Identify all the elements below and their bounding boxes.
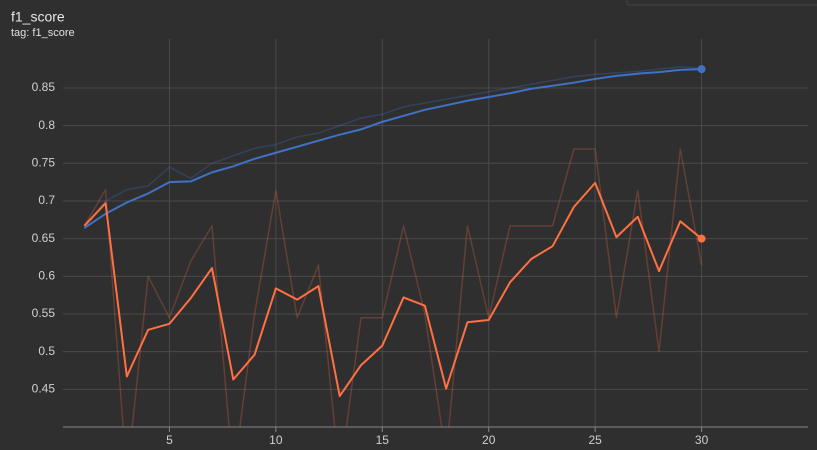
series-line xyxy=(83,148,703,427)
x-tick-label: 25 xyxy=(588,433,602,447)
y-tick-label: 0.5 xyxy=(38,344,55,358)
endpoint xyxy=(697,234,706,243)
series-line xyxy=(83,68,702,229)
series-line xyxy=(83,66,702,229)
x-tick-label: 30 xyxy=(695,433,709,447)
chart-subtitle: tag: f1_score xyxy=(11,27,75,39)
y-tick-label: 0.7 xyxy=(38,193,55,207)
panel-edge xyxy=(626,0,817,6)
y-tick-label: 0.6 xyxy=(38,268,55,282)
x-tick-label: 15 xyxy=(376,433,390,447)
x-tick-label: 20 xyxy=(482,433,496,447)
x-tick-label: 10 xyxy=(269,433,283,447)
y-tick-label: 0.45 xyxy=(32,382,56,396)
chart-title: f1_score xyxy=(11,9,65,25)
y-tick-label: 0.85 xyxy=(32,80,56,94)
endpoint xyxy=(697,65,706,74)
y-tick-label: 0.65 xyxy=(32,231,56,245)
y-tick-label: 0.55 xyxy=(32,306,56,320)
y-tick-label: 0.75 xyxy=(32,155,56,169)
plot-area xyxy=(83,66,703,427)
x-tick-label: 5 xyxy=(166,433,173,447)
y-tick-label: 0.8 xyxy=(38,118,55,132)
series-line xyxy=(83,181,703,398)
